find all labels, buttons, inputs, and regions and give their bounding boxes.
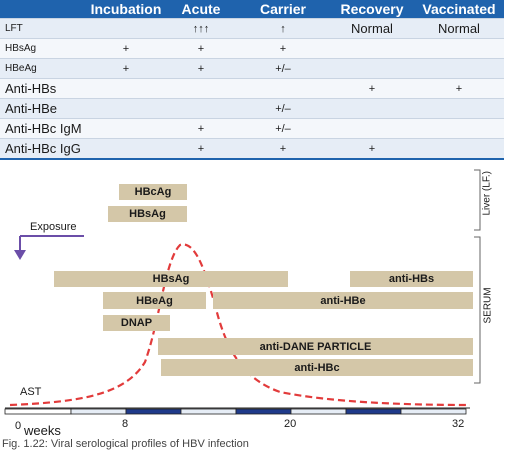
table-cell: Normal bbox=[414, 18, 504, 39]
table-row-anti-hbc-igm: Anti-HBc IgM + +/– bbox=[0, 118, 504, 139]
table-cell bbox=[86, 138, 166, 159]
table-row-hbsag: HBsAg + + + bbox=[0, 38, 504, 59]
exposure-label: Exposure bbox=[30, 221, 77, 233]
figure-caption: Fig. 1.22: Viral serological profiles of… bbox=[2, 438, 249, 450]
table-cell bbox=[414, 38, 504, 59]
bar-hbsag: HBsAg bbox=[54, 271, 288, 287]
table-cell bbox=[166, 78, 236, 99]
ast-curve bbox=[9, 243, 471, 407]
table-cell bbox=[414, 138, 504, 159]
header-cell-blank bbox=[0, 0, 86, 19]
header-recovery: Recovery bbox=[330, 0, 414, 19]
bar-anti-hbc: anti-HBc bbox=[161, 359, 473, 376]
header-incubation: Incubation bbox=[86, 0, 166, 19]
table-cell bbox=[330, 38, 414, 59]
table-row-anti-hbe: Anti-HBe +/– bbox=[0, 98, 504, 119]
tick-20: 20 bbox=[284, 418, 297, 430]
bar-anti-hbs: anti-HBs bbox=[350, 271, 473, 287]
table-cell: + bbox=[166, 38, 236, 59]
table-row-lft: LFT ↑↑↑ ↑ Normal Normal bbox=[0, 18, 504, 39]
table-cell: +/– bbox=[236, 58, 330, 79]
table-cell bbox=[330, 58, 414, 79]
table-cell: + bbox=[166, 118, 236, 139]
table-cell bbox=[86, 98, 166, 119]
axis-seg bbox=[125, 408, 182, 415]
table-cell: + bbox=[236, 38, 330, 59]
serum-label: SERUM bbox=[482, 287, 494, 324]
table-cell: + bbox=[86, 38, 166, 59]
header-vaccinated: Vaccinated bbox=[414, 0, 504, 19]
weeks-label: weeks bbox=[24, 423, 61, 438]
row-label: HBeAg bbox=[0, 58, 86, 79]
bar-anti-hbe: anti-HBe bbox=[213, 292, 473, 309]
table-cell: + bbox=[86, 58, 166, 79]
axis-seg bbox=[180, 408, 237, 415]
axis-seg bbox=[290, 408, 347, 415]
row-label: Anti-HBc IgG bbox=[0, 138, 86, 159]
row-label: Anti-HBe bbox=[0, 98, 86, 119]
table-cell bbox=[414, 58, 504, 79]
exposure-arrow-head bbox=[14, 250, 26, 260]
row-label: HBsAg bbox=[0, 38, 86, 59]
table-row-anti-hbc-igg: Anti-HBc IgG + + + bbox=[0, 138, 504, 159]
bar-liver-hbsag: HBsAg bbox=[108, 206, 187, 222]
table-cell bbox=[330, 98, 414, 119]
tick-0: 0 bbox=[15, 420, 22, 432]
table-cell bbox=[166, 98, 236, 119]
tick-8: 8 bbox=[122, 418, 129, 430]
bar-anti-dane-particle: anti-DANE PARTICLE bbox=[158, 338, 473, 355]
row-label: Anti-HBc IgM bbox=[0, 118, 86, 139]
axis-seg bbox=[400, 408, 467, 415]
serology-table: Incubation Acute Carrier Recovery Vaccin… bbox=[0, 0, 504, 160]
axis-seg bbox=[235, 408, 292, 415]
table-cell: + bbox=[330, 78, 414, 99]
table-cell: ↑↑↑ bbox=[166, 18, 236, 39]
header-carrier: Carrier bbox=[236, 0, 330, 19]
row-label: Anti-HBs bbox=[0, 78, 86, 99]
table-cell bbox=[86, 118, 166, 139]
table-cell: + bbox=[414, 78, 504, 99]
table-cell: ↑ bbox=[236, 18, 330, 39]
table-cell: + bbox=[236, 138, 330, 159]
table-cell bbox=[414, 118, 504, 139]
table-header-row: Incubation Acute Carrier Recovery Vaccin… bbox=[0, 0, 504, 19]
table-cell bbox=[86, 78, 166, 99]
table-cell bbox=[236, 78, 330, 99]
axis-seg bbox=[345, 408, 402, 415]
serum-bracket bbox=[474, 236, 481, 384]
tick-32: 32 bbox=[452, 418, 465, 430]
table-cell bbox=[330, 118, 414, 139]
bar-hbcag: HBcAg bbox=[119, 184, 187, 200]
liver-bracket bbox=[474, 169, 481, 231]
bar-dnap: DNAP bbox=[103, 315, 170, 331]
table-row-anti-hbs: Anti-HBs + + bbox=[0, 78, 504, 99]
axis-seg bbox=[4, 408, 72, 415]
table-cell: + bbox=[166, 58, 236, 79]
table-cell: + bbox=[330, 138, 414, 159]
axis-seg bbox=[70, 408, 127, 415]
ast-label: AST bbox=[20, 386, 42, 398]
table-cell: + bbox=[166, 138, 236, 159]
table-cell bbox=[86, 18, 166, 39]
header-acute: Acute bbox=[166, 0, 236, 19]
table-row-hbeag: HBeAg + + +/– bbox=[0, 58, 504, 79]
table-cell: Normal bbox=[330, 18, 414, 39]
row-label: LFT bbox=[0, 18, 86, 39]
table-cell: +/– bbox=[236, 98, 330, 119]
liver-label: Liver (LF.) bbox=[481, 171, 493, 216]
table-cell: +/– bbox=[236, 118, 330, 139]
table-cell bbox=[414, 98, 504, 119]
bar-hbeag: HBeAg bbox=[103, 292, 206, 309]
